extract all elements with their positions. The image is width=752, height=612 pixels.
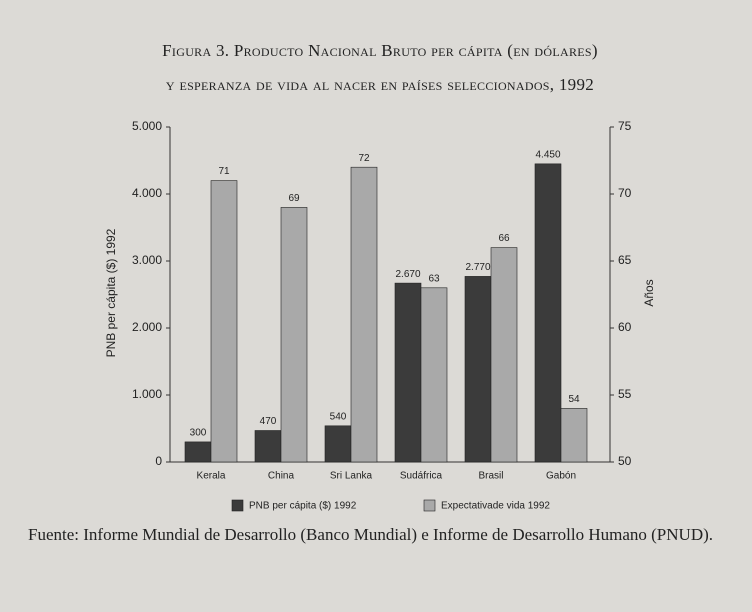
legend-swatch — [231, 499, 244, 512]
data-label: 54 — [568, 394, 580, 405]
data-label: 69 — [288, 193, 300, 204]
y2-tick-label: 65 — [618, 253, 632, 267]
y-tick-label: 0 — [155, 454, 162, 468]
bar — [184, 441, 212, 463]
bar — [490, 247, 518, 463]
x-tick-label: Brasil — [478, 471, 503, 482]
source-note: Fuente: Informe Mundial de Desarrollo (B… — [28, 525, 714, 544]
bar — [280, 207, 308, 463]
y-tick-label: 4.000 — [132, 186, 162, 200]
bar — [464, 276, 492, 463]
legend-label: Expectativade vida 1992 — [441, 501, 550, 512]
bar — [350, 166, 378, 463]
bar — [254, 430, 282, 463]
legend-swatch — [423, 499, 436, 512]
bar — [560, 408, 588, 463]
data-label: 2.670 — [395, 269, 420, 280]
x-tick-label: Gabón — [546, 471, 576, 482]
y2-tick-label: 75 — [618, 119, 632, 133]
y-tick-label: 1.000 — [132, 387, 162, 401]
y2-axis-label: Años — [642, 279, 656, 306]
data-label: 540 — [330, 411, 347, 422]
data-label: 71 — [218, 166, 230, 177]
x-tick-label: Kerala — [197, 471, 226, 482]
y-tick-label: 5.000 — [132, 119, 162, 133]
y2-tick-label: 55 — [618, 387, 632, 401]
y-axis-label: PNB per cápita ($) 1992 — [104, 228, 118, 357]
legend-label: PNB per cápita ($) 1992 — [249, 501, 357, 512]
x-tick-label: China — [268, 471, 295, 482]
y2-tick-label: 60 — [618, 320, 632, 334]
y-tick-label: 3.000 — [132, 253, 162, 267]
bar — [324, 425, 352, 463]
y-tick-label: 2.000 — [132, 320, 162, 334]
data-label: 4.450 — [535, 149, 560, 160]
bar — [394, 282, 422, 463]
x-tick-label: Sri Lanka — [330, 471, 373, 482]
data-label: 72 — [358, 153, 370, 164]
bar — [420, 287, 448, 463]
data-label: 66 — [498, 233, 510, 244]
chart-title: Figura 3. Producto Nacional Bruto per cá… — [162, 41, 598, 60]
data-label: 63 — [428, 273, 440, 284]
data-label: 2.770 — [465, 262, 490, 273]
chart-title: y esperanza de vida al nacer en países s… — [166, 75, 594, 94]
bar — [210, 180, 238, 463]
data-label: 300 — [190, 428, 207, 439]
bar — [534, 163, 562, 463]
x-tick-label: Sudáfrica — [400, 471, 443, 482]
y2-tick-label: 70 — [618, 186, 632, 200]
data-label: 470 — [260, 416, 277, 427]
y2-tick-label: 50 — [618, 454, 632, 468]
